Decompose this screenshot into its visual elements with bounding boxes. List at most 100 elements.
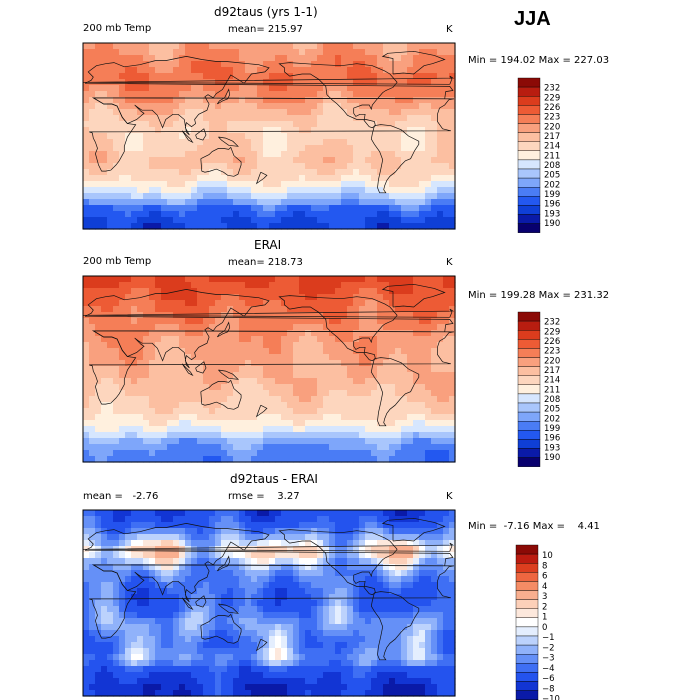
field-cell: [149, 300, 156, 307]
field-cell: [281, 402, 288, 409]
field-cell: [257, 217, 264, 224]
field-cell: [215, 91, 222, 98]
field-cell: [113, 288, 120, 295]
field-cell: [95, 336, 102, 343]
field-cell: [401, 217, 408, 224]
field-cell: [419, 276, 426, 283]
field-cell: [95, 360, 102, 367]
field-cell: [95, 85, 102, 92]
field-cell: [287, 378, 294, 385]
field-cell: [311, 79, 318, 86]
field-cell: [425, 282, 432, 289]
field-cell: [389, 360, 396, 367]
field-cell: [221, 127, 228, 134]
coastline: [217, 321, 231, 338]
field-cell: [443, 223, 450, 230]
field-cell: [275, 552, 282, 559]
field-cell: [83, 223, 90, 230]
field-cell: [107, 145, 114, 152]
field-cell: [329, 145, 336, 152]
field-cell: [335, 336, 342, 343]
field-cell: [251, 306, 258, 313]
field-cell: [203, 181, 210, 188]
field-cell: [299, 408, 306, 415]
field-cell: [299, 103, 306, 110]
field-cell: [83, 576, 90, 583]
field-cell: [245, 300, 252, 307]
field-cell: [317, 330, 324, 337]
field-cell: [161, 588, 168, 595]
field-cell: [347, 73, 354, 80]
field-cell: [413, 91, 420, 98]
field-cell: [203, 324, 210, 331]
field-cell: [209, 318, 216, 325]
field-cell: [233, 199, 240, 206]
field-cell: [449, 306, 456, 313]
field-cell: [431, 432, 438, 439]
field-cell: [305, 306, 312, 313]
field-cell: [257, 151, 264, 158]
field-cell: [329, 276, 336, 283]
field-cell: [443, 288, 450, 295]
field-cell: [119, 157, 126, 164]
field-cell: [107, 384, 114, 391]
field-cell: [137, 157, 144, 164]
field-cell: [281, 588, 288, 595]
field-cell: [239, 354, 246, 361]
field-cell: [281, 193, 288, 200]
field-cells: [83, 510, 456, 697]
field-cell: [167, 181, 174, 188]
field-cell: [359, 103, 366, 110]
colorbar-tick-label: 229: [544, 327, 560, 337]
field-cell: [269, 61, 276, 68]
field-cell: [89, 97, 96, 104]
field-cell: [395, 139, 402, 146]
field-cell: [227, 294, 234, 301]
field-cell: [275, 133, 282, 140]
field-cell: [251, 570, 258, 577]
field-cell: [419, 103, 426, 110]
field-cell: [227, 390, 234, 397]
field-cell: [311, 588, 318, 595]
field-cell: [191, 558, 198, 565]
field-cell: [359, 408, 366, 415]
field-cell: [275, 588, 282, 595]
field-cell: [137, 199, 144, 206]
field-cell: [107, 318, 114, 325]
field-cell: [167, 145, 174, 152]
field-cell: [161, 540, 168, 547]
field-cell: [161, 318, 168, 325]
field-cell: [83, 342, 90, 349]
field-cell: [311, 510, 318, 517]
field-cell: [155, 61, 162, 68]
field-cell: [437, 193, 444, 200]
field-cell: [107, 211, 114, 218]
field-cell: [425, 103, 432, 110]
field-cell: [395, 576, 402, 583]
field-cell: [257, 61, 264, 68]
field-cell: [149, 606, 156, 613]
field-cell: [263, 294, 270, 301]
field-cell: [437, 133, 444, 140]
field-cell: [269, 354, 276, 361]
field-cell: [293, 288, 300, 295]
field-cell: [395, 408, 402, 415]
field-cell: [323, 444, 330, 451]
field-cell: [245, 366, 252, 373]
field-cell: [83, 402, 90, 409]
field-cell: [239, 330, 246, 337]
field-cell: [239, 432, 246, 439]
field-cell: [89, 408, 96, 415]
field-cell: [293, 127, 300, 134]
field-cell: [233, 43, 240, 50]
field-cell: [143, 414, 150, 421]
field-cell: [389, 61, 396, 68]
field-cell: [221, 294, 228, 301]
field-cell: [341, 85, 348, 92]
field-cell: [257, 420, 264, 427]
field-cell: [359, 426, 366, 433]
field-cell: [305, 390, 312, 397]
field-cell: [383, 199, 390, 206]
field-cell: [323, 121, 330, 128]
field-cell: [425, 336, 432, 343]
